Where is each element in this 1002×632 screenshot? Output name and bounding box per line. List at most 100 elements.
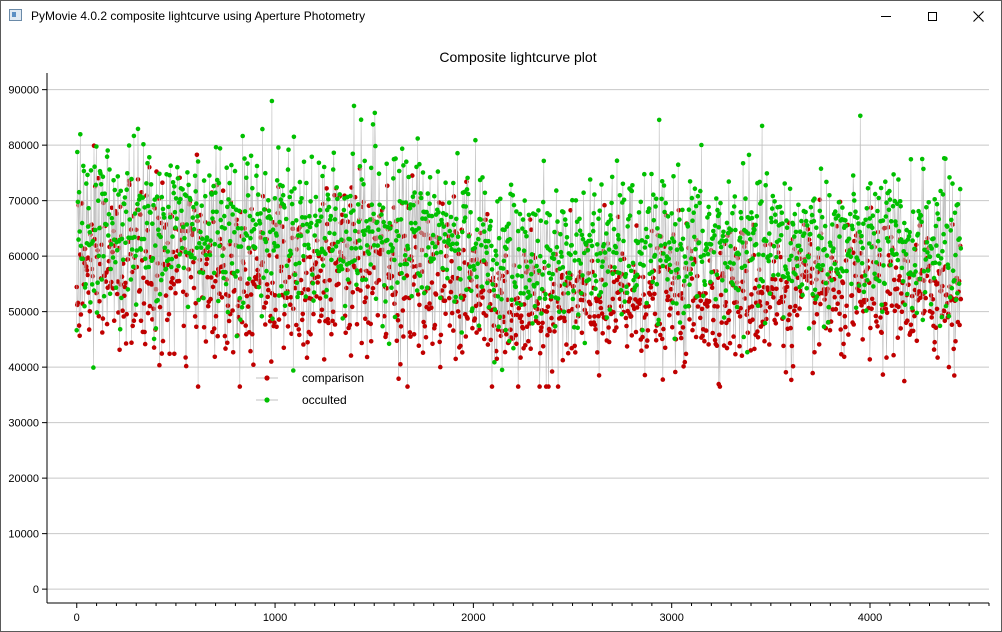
data-point-occulted (459, 330, 465, 335)
data-point-occulted (341, 207, 347, 213)
data-point-occulted (656, 317, 661, 323)
data-point-occulted (829, 277, 834, 283)
data-point-occulted (141, 142, 146, 147)
data-point-occulted (724, 220, 730, 226)
data-point-occulted (639, 251, 644, 256)
data-point-comparison (176, 278, 182, 284)
data-point-occulted (175, 164, 180, 170)
data-point-occulted (478, 217, 484, 222)
data-point-comparison (514, 312, 520, 318)
data-point-occulted (180, 224, 186, 230)
data-point-comparison (194, 324, 199, 330)
data-point-occulted (471, 263, 476, 269)
data-point-occulted (645, 234, 650, 240)
data-point-occulted (658, 258, 663, 263)
data-point-occulted (380, 205, 386, 210)
data-point-occulted (629, 188, 635, 194)
data-point-occulted (238, 317, 243, 323)
data-point-comparison (398, 362, 403, 367)
data-point-occulted (148, 182, 154, 187)
data-point-comparison (448, 289, 454, 295)
data-point-occulted (590, 222, 595, 227)
data-point-occulted (354, 282, 359, 288)
lightcurve-chart[interactable]: Composite lightcurve plot010000200003000… (1, 31, 1001, 631)
data-point-comparison (251, 362, 256, 368)
data-point-comparison (147, 303, 153, 309)
data-point-occulted (587, 232, 592, 238)
data-point-comparison (192, 314, 198, 319)
data-point-comparison (748, 348, 754, 353)
data-point-comparison (238, 276, 243, 281)
data-point-occulted (349, 245, 354, 251)
data-point-occulted (357, 164, 363, 169)
data-point-occulted (452, 299, 457, 304)
data-point-occulted (520, 217, 526, 222)
data-point-occulted (738, 209, 743, 215)
data-point-comparison (949, 322, 955, 328)
data-point-comparison (430, 341, 435, 347)
data-point-occulted (756, 252, 761, 257)
data-point-occulted (366, 225, 371, 230)
data-point-occulted (287, 194, 293, 200)
data-point-comparison (423, 335, 429, 340)
minimize-button[interactable] (863, 1, 909, 31)
data-point-occulted (650, 279, 655, 285)
data-point-comparison (435, 271, 441, 277)
data-point-occulted (320, 173, 325, 179)
data-point-comparison (587, 314, 592, 320)
close-button[interactable] (955, 1, 1001, 31)
data-point-occulted (507, 338, 512, 344)
data-point-comparison (822, 297, 827, 302)
data-point-occulted (232, 230, 237, 235)
data-point-comparison (138, 212, 143, 217)
data-point-occulted (326, 204, 332, 210)
data-point-occulted (796, 202, 801, 208)
data-point-occulted (182, 235, 187, 241)
data-point-occulted (926, 200, 931, 205)
data-point-occulted (81, 163, 86, 169)
app-icon[interactable] (9, 9, 22, 21)
data-point-comparison (282, 311, 287, 317)
data-point-comparison (629, 333, 635, 338)
data-point-comparison (230, 308, 235, 313)
data-point-occulted (689, 195, 695, 201)
title-bar[interactable]: PyMovie 4.0.2 composite lightcurve using… (1, 1, 1001, 31)
data-point-comparison (427, 301, 432, 306)
data-point-occulted (436, 210, 441, 215)
data-point-occulted (108, 266, 113, 272)
data-point-occulted (822, 246, 827, 252)
data-point-comparison (437, 339, 443, 345)
data-point-occulted (875, 208, 880, 214)
data-point-comparison (170, 275, 175, 281)
data-point-occulted (568, 252, 573, 258)
data-point-occulted (484, 250, 490, 256)
data-point-comparison (520, 326, 526, 331)
data-point-occulted (909, 305, 915, 311)
data-point-occulted (362, 158, 368, 164)
data-point-occulted (698, 188, 703, 194)
data-point-comparison (529, 311, 535, 316)
data-point-occulted (491, 287, 497, 293)
data-point-occulted (125, 171, 130, 176)
data-point-occulted (198, 229, 203, 235)
data-point-occulted (147, 155, 152, 160)
data-point-occulted (910, 238, 915, 243)
data-point-occulted (727, 260, 733, 265)
data-point-occulted (546, 270, 552, 276)
data-point-occulted (109, 215, 115, 221)
maximize-button[interactable] (909, 1, 955, 31)
data-point-comparison (248, 348, 253, 354)
data-point-comparison (420, 269, 425, 274)
data-point-occulted (814, 225, 819, 230)
data-point-occulted (129, 176, 134, 182)
data-point-comparison (429, 280, 435, 285)
data-point-occulted (309, 154, 315, 160)
plot-area[interactable]: Composite lightcurve plot 0 10000 20000 3000… (1, 31, 1001, 631)
data-point-occulted (337, 192, 343, 197)
data-point-comparison (518, 355, 523, 360)
data-point-occulted (562, 282, 567, 287)
data-point-occulted (503, 327, 509, 333)
data-point-occulted (811, 218, 817, 224)
data-point-comparison (652, 311, 658, 317)
data-point-occulted (146, 264, 151, 270)
